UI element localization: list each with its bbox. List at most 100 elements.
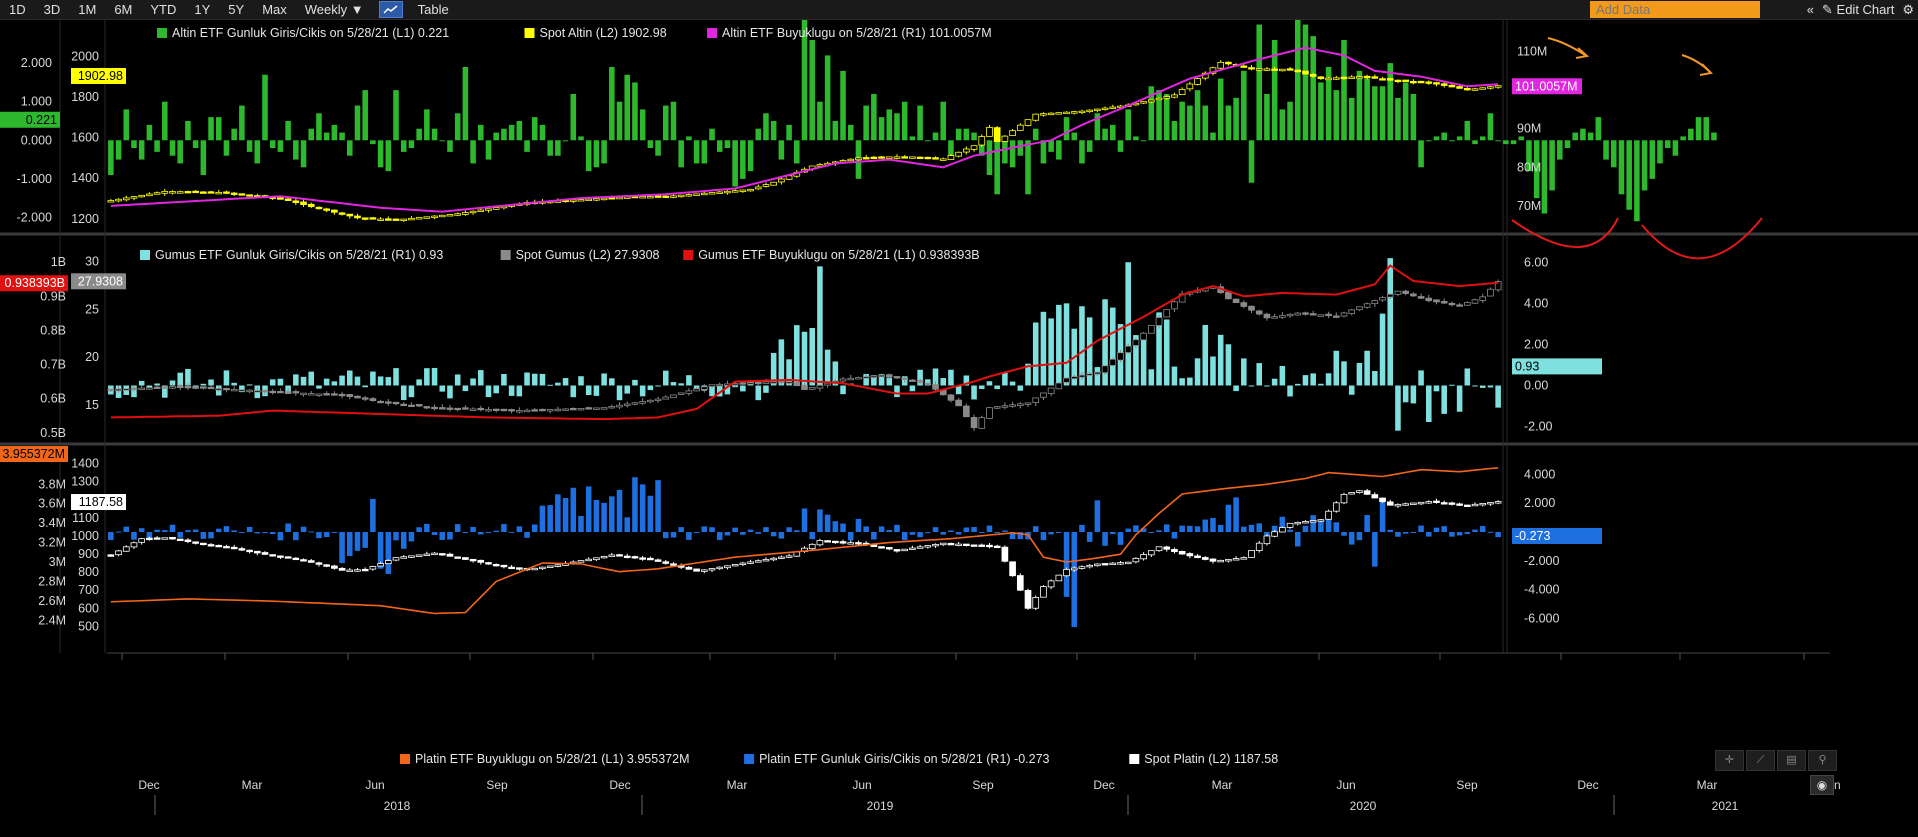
silver-spot-candle (963, 405, 970, 418)
gold-spot-candle (1147, 99, 1155, 103)
plat-spot-candle (1132, 557, 1140, 563)
add-data-input[interactable] (1590, 1, 1760, 18)
collapse-icon[interactable]: « (1806, 2, 1814, 17)
silver-spot-candle (808, 387, 816, 390)
silver-flow-bar (871, 375, 877, 386)
annotation-curve (1511, 217, 1619, 248)
gold-spot-candle (1255, 68, 1263, 71)
edit-chart-button[interactable]: ✎ Edit Chart (1822, 2, 1894, 18)
gold-spot-candle (924, 156, 932, 160)
silver-flow-bar (1356, 362, 1363, 386)
silver-flow-bar (1032, 322, 1039, 386)
plat-spot-candle (223, 546, 230, 549)
gold-spot-candle (1286, 68, 1294, 71)
gold-spot-tag-box (71, 67, 126, 84)
silver-flow-bar (1140, 336, 1147, 386)
plat-flow-bar (1433, 527, 1440, 533)
silver-spot-candle (1494, 281, 1502, 291)
silver-spot-candle (762, 381, 770, 384)
silver-spot-candle (870, 375, 878, 378)
silver-spot-candle (1009, 404, 1016, 407)
gold-flow-bar (470, 140, 476, 164)
silver-flow-bar (639, 385, 646, 397)
gold-spot-candle (916, 156, 924, 160)
gold-flow-bar (1518, 136, 1525, 141)
plat-flow-bar (971, 527, 977, 533)
silver-flow-bar (1456, 385, 1463, 412)
gold-flow-bar (416, 128, 422, 141)
plat-spot-candle (747, 561, 754, 564)
plat-spot-candle (323, 564, 330, 567)
period-1y-button[interactable]: 1Y (194, 2, 211, 17)
annotation-list-icon[interactable]: ▤ (1777, 750, 1806, 771)
silver-flow-bar (331, 381, 338, 386)
gold-flow-bar (154, 140, 160, 152)
plat-spot-candle (215, 544, 223, 548)
period-1m-button[interactable]: 1M (78, 2, 97, 17)
gold-spot-tick: 1400 (71, 171, 99, 185)
gold-spot-candle (1425, 81, 1433, 84)
zoom-icon[interactable]: ⚲ (1808, 750, 1837, 771)
table-button[interactable]: Table (417, 2, 449, 17)
period-1d-button[interactable]: 1D (9, 2, 26, 17)
gold-flow-bar (1557, 140, 1563, 160)
gold-flow-bar (647, 140, 654, 148)
silver-flow-tag-box (1512, 358, 1602, 375)
gold-flow-bar (1688, 128, 1694, 141)
plat-spot-candle (477, 559, 485, 563)
period-max-button[interactable]: Max (262, 2, 287, 17)
plat-spot-candle (261, 552, 269, 555)
gold-spot-candle (1024, 119, 1032, 126)
silver-size-tick: 0.6B (40, 392, 66, 406)
plat-flow-bar (1086, 532, 1093, 542)
legend-entry: Spot Altin (L2) 1902.98 (540, 26, 667, 40)
silver-spot-candle (1240, 302, 1248, 307)
gold-spot-candle (685, 194, 693, 197)
plat-spot-candle (1332, 502, 1340, 512)
settings-icon[interactable]: ⚙ (1902, 1, 1914, 17)
silver-spot-candle (1086, 373, 1093, 376)
gold-flow-bar (1410, 94, 1417, 141)
gold-flow-bar (1657, 140, 1663, 164)
period-ytd-button[interactable]: YTD (150, 2, 177, 17)
plat-flow-bar (817, 509, 823, 533)
plat-flow-bar (246, 526, 253, 533)
gold-flow-bar (1125, 109, 1131, 141)
plat-spot-candle (762, 559, 770, 562)
gold-spot-candle (369, 217, 377, 220)
silver-flow-bar (1302, 375, 1309, 386)
draw-line-icon[interactable]: ⟋ (1746, 750, 1775, 771)
gold-flow-bar (462, 67, 469, 141)
silver-spot-candle (1448, 302, 1456, 306)
period-3d-button[interactable]: 3D (43, 2, 61, 17)
silver-flow-bar (1025, 363, 1031, 386)
gold-flow-bar (655, 140, 661, 156)
silver-spot-candle (1325, 313, 1332, 317)
plat-spot-candle (1201, 557, 1209, 560)
gold-flow-bar (732, 140, 738, 187)
period-6m-button[interactable]: 6M (114, 2, 133, 17)
plat-spot-candle (986, 544, 993, 548)
legend-entry: Platin ETF Buyuklugu on 5/28/21 (L1) 3.9… (415, 752, 689, 766)
silver-spot-candle (662, 396, 670, 400)
gold-flow-tick: -2.000 (17, 210, 52, 224)
line-chart-icon[interactable] (378, 1, 403, 18)
plat-size-tick: 3M (49, 555, 66, 569)
plat-flow-bar (1310, 515, 1316, 533)
camera-icon[interactable]: ◉ (1810, 775, 1834, 795)
frequency-dropdown[interactable]: Weekly ▼ (296, 0, 373, 19)
plat-flow-bar (801, 508, 808, 533)
plat-flow-bar (978, 532, 985, 534)
crosshair-icon[interactable]: ✛ (1715, 750, 1744, 771)
plat-flow-bar (208, 532, 214, 539)
plat-flow-bar (716, 532, 723, 540)
plat-flow-bar (778, 532, 785, 539)
legend-entry: Spot Gumus (L2) 27.9308 (516, 248, 660, 262)
gold-size-tag: 101.0057M (1512, 78, 1582, 95)
gold-flow-bar (863, 105, 869, 141)
plat-size-tick: 2.8M (38, 574, 66, 588)
gold-spot-candle (986, 126, 993, 137)
period-5y-button[interactable]: 5Y (228, 2, 245, 17)
silver-spot-tag-box (71, 273, 126, 290)
silver-spot-candle (1047, 387, 1055, 394)
